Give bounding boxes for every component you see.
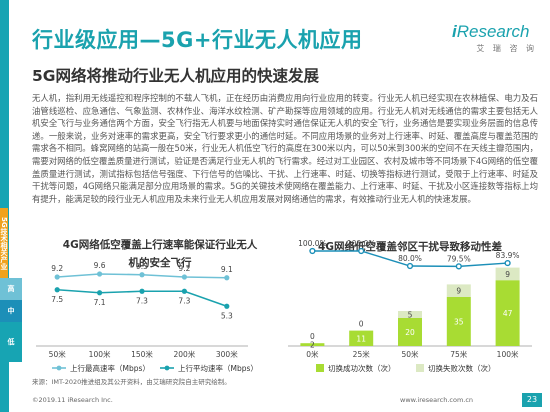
right-bar-success-3 xyxy=(446,297,471,346)
body-paragraph: 无人机，指利用无线遥控和程序控制的不载人飞机，正在经历由消费应用向行业应用的转变… xyxy=(32,93,538,204)
left-data-label: 7.5 xyxy=(51,295,63,304)
right-fail-label: 0 xyxy=(310,332,315,341)
right-rate-point-4 xyxy=(504,259,511,267)
right-rate-label: 80.0% xyxy=(398,254,422,263)
right-success-label: 20 xyxy=(405,328,415,337)
right-bar-success-0 xyxy=(300,343,325,346)
left-data-label: 9.2 xyxy=(51,264,63,273)
side-nav: 5G技术相关产业 高 中 低 xyxy=(0,208,22,362)
right-rate-label: 79.5% xyxy=(447,254,471,263)
left-point-0-0 xyxy=(54,274,60,280)
source-note: 来源：IMT-2020推进组及其公开资料，由艾瑞研究院自主研究绘制。 xyxy=(32,378,231,386)
right-fail-label: 9 xyxy=(505,270,510,279)
page-title: 行业级应用—5G+行业无人机应用 xyxy=(32,28,363,52)
right-rate-label: 83.9% xyxy=(496,251,520,260)
side-nav-item-low[interactable]: 低 xyxy=(0,322,22,362)
right-rate-point-1 xyxy=(358,247,365,255)
logo-i: i xyxy=(452,22,457,41)
right-fail-label: 9 xyxy=(456,287,461,296)
left-point-1-4 xyxy=(224,303,230,309)
right-x-tick: 100米 xyxy=(497,349,519,359)
right-rate-point-3 xyxy=(455,263,462,270)
left-data-label: 7.1 xyxy=(94,298,106,307)
left-data-label: 9.1 xyxy=(221,265,233,274)
right-legend-swatch-1 xyxy=(416,364,424,372)
side-accent-strip xyxy=(0,0,9,412)
left-legend-marker-1 xyxy=(164,365,170,371)
left-x-tick: 100米 xyxy=(89,349,111,359)
right-fail-label: 0 xyxy=(359,320,364,329)
left-point-0-2 xyxy=(139,272,145,278)
left-point-1-0 xyxy=(54,287,60,293)
left-point-1-1 xyxy=(97,290,103,296)
left-chart-title: 4G网络低空覆盖上行速率能保证行业无人机的安全飞行 xyxy=(62,239,258,269)
right-success-label: 47 xyxy=(503,309,513,318)
right-rate-point-0 xyxy=(309,247,316,255)
logo-text: Research xyxy=(456,22,530,41)
right-bar-success-4 xyxy=(495,280,520,346)
side-nav-item-high[interactable]: 高 xyxy=(0,278,22,300)
side-nav-item-5g[interactable]: 5G技术相关产业 xyxy=(0,208,8,278)
left-x-tick: 50米 xyxy=(49,349,67,359)
left-data-label: 7.3 xyxy=(178,296,190,305)
left-legend-label: 上行最高速率（Mbps） xyxy=(70,363,150,373)
right-bar-fail-3 xyxy=(446,284,471,297)
left-point-0-3 xyxy=(181,274,187,280)
website: www.iresearch.com.cn xyxy=(400,396,474,404)
right-x-tick: 25米 xyxy=(353,349,371,359)
left-legend-label: 上行平均速率（Mbps） xyxy=(178,363,258,373)
right-rate-label: 100.0% xyxy=(298,239,327,248)
left-x-tick: 150米 xyxy=(131,349,153,359)
right-fail-label: 5 xyxy=(408,311,413,320)
right-bar-fail-4 xyxy=(495,267,520,281)
right-x-tick: 75米 xyxy=(450,349,468,359)
left-data-label: 7.3 xyxy=(136,296,148,305)
right-bar-success-1 xyxy=(349,330,374,346)
right-bar-success-2 xyxy=(398,318,422,346)
right-legend-label: 切换成功次数（次） xyxy=(328,363,396,373)
left-data-label: 9.5 xyxy=(136,262,148,271)
left-x-tick: 200米 xyxy=(173,349,195,359)
page-number: 23 xyxy=(522,393,542,407)
right-x-tick: 0米 xyxy=(306,349,319,359)
copyright: ©2019.11 iResearch Inc. xyxy=(32,396,113,404)
right-x-tick: 50米 xyxy=(401,349,419,359)
right-rate-label: 100.0% xyxy=(347,239,376,248)
left-data-label: 5.3 xyxy=(221,311,233,320)
right-legend-swatch-0 xyxy=(316,364,324,372)
right-success-label: 35 xyxy=(454,318,464,327)
side-nav-item-mid[interactable]: 中 xyxy=(0,300,22,322)
left-data-label: 9.2 xyxy=(178,264,190,273)
left-x-tick: 300米 xyxy=(216,349,238,359)
left-legend-marker-0 xyxy=(56,365,62,371)
left-point-0-1 xyxy=(97,271,103,277)
right-legend-label: 切换失败次数（次） xyxy=(428,363,496,373)
right-success-label: 11 xyxy=(356,334,366,343)
iresearch-logo: iResearch 艾 瑞 咨 询 xyxy=(452,22,537,54)
left-data-label: 9.6 xyxy=(94,261,106,270)
right-rate-point-2 xyxy=(406,262,414,270)
left-point-1-2 xyxy=(139,288,145,294)
page-subtitle: 5G网络将推动行业无人机应用的快速发展 xyxy=(32,67,320,85)
left-point-1-3 xyxy=(181,288,187,294)
left-point-0-4 xyxy=(224,275,230,281)
logo-subtext: 艾 瑞 咨 询 xyxy=(476,44,537,53)
right-bar-fail-2 xyxy=(398,311,422,318)
right-success-label: 2 xyxy=(310,341,315,350)
